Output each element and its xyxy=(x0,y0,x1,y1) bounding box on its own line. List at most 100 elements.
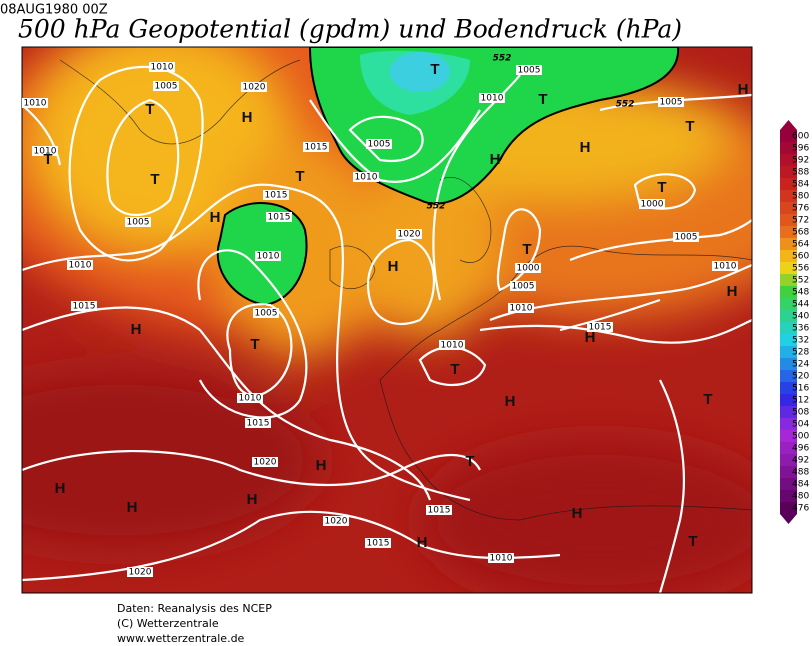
pressure-center: T xyxy=(250,336,259,353)
map-field xyxy=(22,47,752,593)
contour-label: 1015 xyxy=(589,323,612,333)
map-frame xyxy=(21,46,753,594)
pressure-center: H xyxy=(490,151,501,168)
legend-label: 548 xyxy=(792,288,809,298)
pressure-center: T xyxy=(43,151,52,168)
contour-label: 1005 xyxy=(368,140,391,150)
legend-swatch xyxy=(780,358,797,370)
contour-label: 1005 xyxy=(675,233,698,243)
contour-label-box xyxy=(396,229,422,239)
pressure-center: H xyxy=(210,209,221,226)
pressure-center: T xyxy=(145,101,154,118)
legend-swatch xyxy=(780,334,797,346)
contour-label-box xyxy=(67,260,93,270)
contour-label-box xyxy=(516,65,542,75)
contour-label: 1010 xyxy=(481,94,504,104)
pressure-center: H xyxy=(505,393,516,410)
footer-line: www.wetterzentrale.de xyxy=(117,632,245,645)
pressure-center: H xyxy=(55,480,66,497)
contour-label-box xyxy=(712,261,738,271)
legend-swatch xyxy=(780,202,797,214)
legend-swatch xyxy=(780,238,797,250)
contour-label-box xyxy=(508,303,534,313)
legend-label: 600 xyxy=(792,132,809,142)
legend-swatch xyxy=(780,406,797,418)
contour-label-box xyxy=(673,232,699,242)
contour-label: 1010 xyxy=(69,261,92,271)
pressure-center: T xyxy=(295,168,304,185)
contour-label-box xyxy=(353,172,379,182)
contour-label-box xyxy=(658,97,684,107)
contour-label-box xyxy=(515,263,541,273)
legend-label: 532 xyxy=(792,336,809,346)
legend-swatch xyxy=(780,430,797,442)
contour-label: 1020 xyxy=(254,458,277,468)
pressure-center: H xyxy=(131,321,142,338)
legend-swatch xyxy=(780,298,797,310)
legend-label: 480 xyxy=(792,492,809,502)
contour-label: 1010 xyxy=(257,252,280,262)
contour-label: 1005 xyxy=(660,98,683,108)
footer-line: Daten: Reanalysis des NCEP xyxy=(117,602,272,615)
color-legend: 600 596 592 588 584 580 576 572 568 564 560 556 552 5… xyxy=(780,120,809,524)
contour-label-box xyxy=(32,146,58,156)
legend-label: 556 xyxy=(792,264,809,274)
pressure-center: H xyxy=(127,499,138,516)
contour-label-box xyxy=(587,322,613,332)
pressure-center: T xyxy=(685,118,694,135)
pressure-center: H xyxy=(242,109,253,126)
legend-label: 536 xyxy=(792,324,809,334)
legend-label: 576 xyxy=(792,204,809,214)
contour-label-box xyxy=(439,340,465,350)
legend-swatch xyxy=(780,262,797,274)
legend-swatch xyxy=(780,130,797,142)
contour-label: 1010 xyxy=(714,262,737,272)
legend-swatch xyxy=(780,250,797,262)
legend-label: 564 xyxy=(792,240,809,250)
legend-label: 596 xyxy=(792,144,809,154)
pressure-center: H xyxy=(572,505,583,522)
legend-label: 592 xyxy=(792,156,809,166)
legend-swatch xyxy=(780,502,797,514)
pressure-center: T xyxy=(703,391,712,408)
contour-label-box xyxy=(127,567,153,577)
contour-label: 1015 xyxy=(268,213,291,223)
contour-label: 1020 xyxy=(398,230,421,240)
pressure-center: T xyxy=(465,453,474,470)
legend-label: 516 xyxy=(792,384,809,394)
legend-swatch xyxy=(780,466,797,478)
contour-label: 1005 xyxy=(255,309,278,319)
legend-arrow-top xyxy=(780,120,797,130)
pressure-center: T xyxy=(657,179,666,196)
contour-label: 1010 xyxy=(510,304,533,314)
contour-label: 1020 xyxy=(243,83,266,93)
legend-label: 524 xyxy=(792,360,809,370)
legend-label: 512 xyxy=(792,396,809,406)
legend-label: 560 xyxy=(792,252,809,262)
contour-label-box xyxy=(255,251,281,261)
pressure-center: T xyxy=(450,361,459,378)
legend-label: 528 xyxy=(792,348,809,358)
legend-swatch xyxy=(780,490,797,502)
legend-label: 544 xyxy=(792,300,809,310)
footer: Daten: Reanalysis des NCEP (C) Wetterzent… xyxy=(117,602,272,645)
pressure-center: H xyxy=(388,258,399,275)
contour-label-box xyxy=(426,505,452,515)
contour-label: 1015 xyxy=(305,143,328,153)
contour-label: 1005 xyxy=(155,82,178,92)
legend-swatch xyxy=(780,478,797,490)
legend-swatch xyxy=(780,394,797,406)
legend-swatch xyxy=(780,454,797,466)
contour-label-box xyxy=(263,190,289,200)
contour-label-box xyxy=(125,217,151,227)
legend-label: 584 xyxy=(792,180,809,190)
contour-label: 1020 xyxy=(325,517,348,527)
legend-swatch xyxy=(780,166,797,178)
legend-swatch xyxy=(780,142,797,154)
legend-label: 492 xyxy=(792,456,809,466)
legend-label: 520 xyxy=(792,372,809,382)
contour-label-box xyxy=(149,62,175,72)
legend-swatch xyxy=(780,214,797,226)
contour-label: 1010 xyxy=(355,173,378,183)
contour-label-box xyxy=(488,553,514,563)
